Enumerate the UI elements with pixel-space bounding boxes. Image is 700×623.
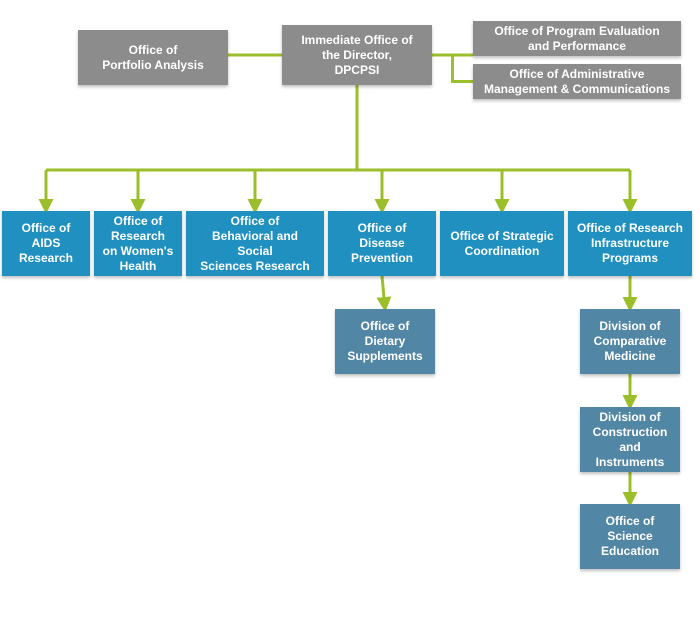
org-node-director: Immediate Office ofthe Director,DPCPSI: [282, 25, 432, 85]
org-chart: Office ofPortfolio Analysis Immediate Off…: [0, 0, 700, 623]
org-node-oamc: Office of AdministrativeManagement & Com…: [473, 64, 681, 99]
org-node-odp: Office of DiseasePrevention: [328, 211, 436, 276]
org-node-aids: Office of AIDSResearch: [2, 211, 90, 276]
org-node-ods: Office of DietarySupplements: [335, 309, 435, 374]
org-node-portfolio: Office ofPortfolio Analysis: [78, 30, 228, 85]
org-node-orip: Office of ResearchInfrastructurePrograms: [568, 211, 692, 276]
org-node-opep: Office of Program Evaluationand Performa…: [473, 21, 681, 56]
org-node-owh: Office ofResearchon Women'sHealth: [94, 211, 182, 276]
org-node-ose: Office of ScienceEducation: [580, 504, 680, 569]
org-node-dci: Division ofConstruction andInstruments: [580, 407, 680, 472]
org-node-dcm: Division ofComparativeMedicine: [580, 309, 680, 374]
org-node-obssr: Office ofBehavioral and SocialSciences R…: [186, 211, 324, 276]
org-node-osc: Office of StrategicCoordination: [440, 211, 564, 276]
